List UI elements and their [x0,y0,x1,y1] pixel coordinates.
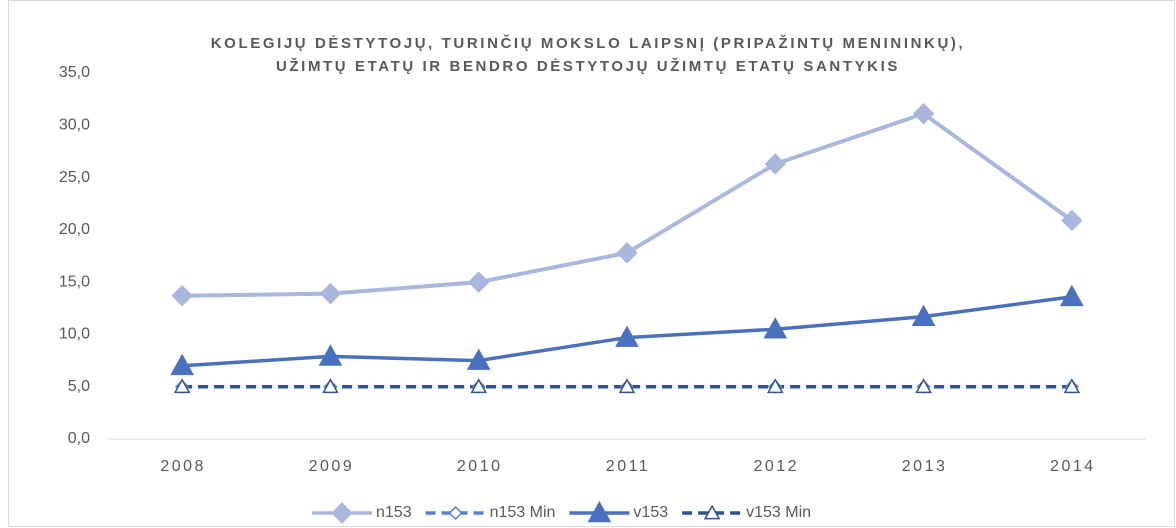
legend-marker [703,504,721,520]
point-marker [468,271,490,293]
y-tick-label: 15,0 [59,273,90,290]
y-tick-label: 20,0 [59,221,90,238]
point-marker [466,348,491,370]
x-tick-label: 2014 [1050,458,1096,475]
point-marker [171,285,193,307]
y-tick-label: 5,0 [68,378,90,395]
x-tick-label: 2010 [457,458,503,475]
legend-label: v153 Min [746,504,811,521]
point-marker [170,353,194,376]
legend-label: n153 [376,504,412,521]
point-marker [915,378,932,394]
chart-border [8,0,1175,527]
point-marker [616,242,638,264]
y-tick-label: 35,0 [59,64,90,81]
point-marker [1060,284,1084,307]
chart-title: UŽIMTŲ ETATŲ IR BENDRO DĖSTYTOJŲ UŽIMTŲ … [276,57,900,75]
point-marker [322,378,339,394]
legend-label: n153 Min [490,504,556,521]
point-marker [911,304,936,326]
y-tick-label: 10,0 [59,326,90,343]
point-marker [318,344,343,366]
point-marker [173,378,191,394]
point-marker [319,282,342,305]
x-tick-label: 2013 [902,458,948,475]
point-marker [912,103,935,125]
x-tick-label: 2009 [309,458,355,475]
x-tick-label: 2012 [753,458,799,475]
legend-marker [587,500,612,523]
point-marker [618,378,636,394]
y-tick-label: 25,0 [59,169,90,186]
x-tick-label: 2008 [160,458,206,475]
point-marker [1061,209,1083,232]
y-tick-label: 30,0 [59,117,90,134]
legend-marker [448,505,463,521]
point-marker [615,325,639,347]
point-marker [763,317,788,339]
point-marker [767,378,784,394]
chart-title: KOLEGIJŲ DĖSTYTOJŲ, TURINČIŲ MOKSLO LAIP… [211,34,966,52]
legend-marker [331,502,353,524]
x-tick-label: 2011 [606,458,650,475]
point-marker [470,378,487,394]
point-marker [764,153,786,175]
legend-label: v153 [633,504,668,521]
y-tick-label: 0,0 [68,430,90,447]
point-marker [1063,378,1081,394]
